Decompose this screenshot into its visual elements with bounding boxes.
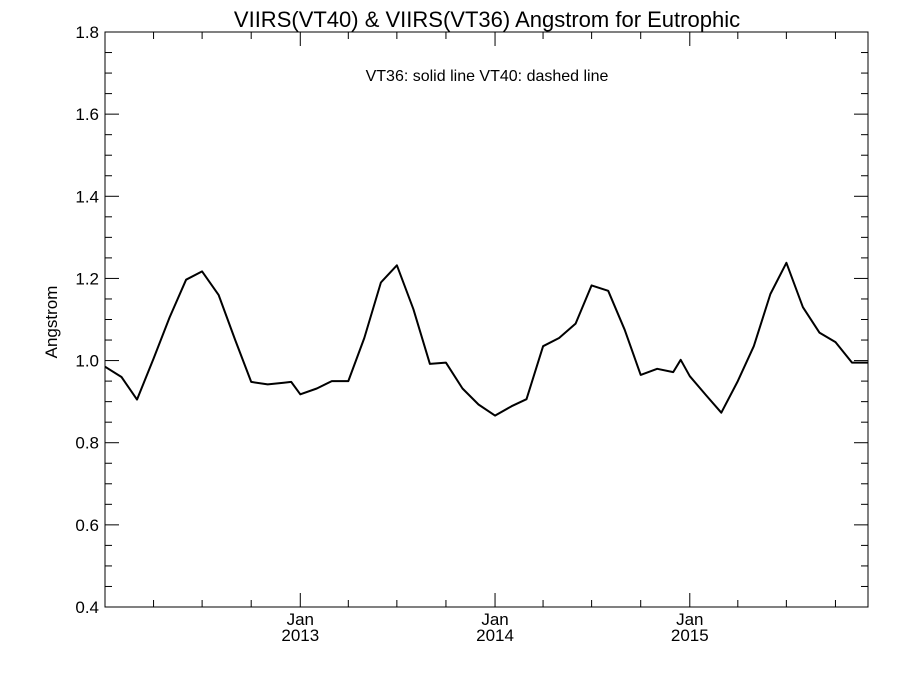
y-tick-label: 0.4	[75, 598, 99, 617]
y-tick-label: 1.4	[75, 187, 99, 206]
y-axis-ticks: 0.4 0.6 0.8 1.0 1.2 1.4 1.6 1.8	[75, 23, 868, 617]
y-tick-label: 1.0	[75, 352, 99, 371]
x-tick-label-year: 2013	[281, 626, 319, 645]
y-tick-label: 0.8	[75, 434, 99, 453]
x-tick-label-month: Jan	[481, 610, 508, 629]
x-tick-label-year: 2015	[671, 626, 709, 645]
y-tick-label: 0.6	[75, 516, 99, 535]
series-line	[104, 261, 868, 417]
x-tick-label-month: Jan	[676, 610, 703, 629]
x-tick-label-year: 2014	[476, 626, 514, 645]
x-tick-label-month: Jan	[287, 610, 314, 629]
plot-frame	[104, 31, 869, 608]
y-tick-label: 1.2	[75, 269, 99, 288]
y-tick-label: 1.6	[75, 105, 99, 124]
series-group	[104, 261, 868, 417]
chart-title: VIIRS(VT40) & VIIRS(VT36) Angstrom for E…	[234, 7, 740, 32]
y-tick-label: 1.8	[75, 23, 99, 42]
y-axis-label: Angstrom	[42, 286, 61, 359]
chart-annotation: VT36: solid line VT40: dashed line	[366, 68, 609, 85]
